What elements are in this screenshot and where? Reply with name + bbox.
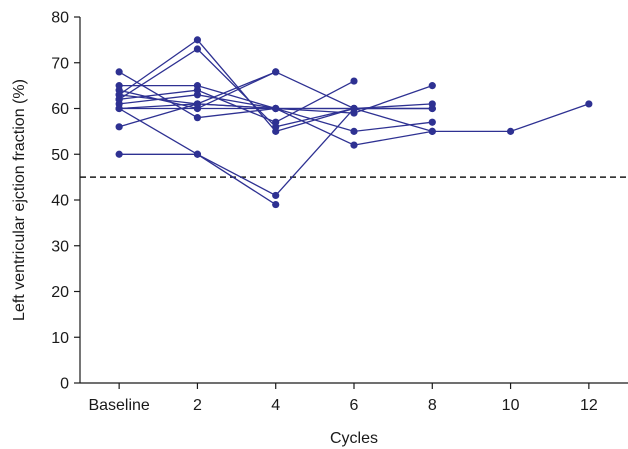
data-point [115,68,123,76]
data-point [272,191,280,200]
data-point [193,100,202,108]
y-tick-label: 0 [60,376,69,393]
data-point [193,150,202,158]
x-tick-label: 2 [193,397,202,414]
data-point [350,104,358,113]
data-point [350,127,358,135]
y-tick-label: 40 [51,193,69,210]
x-tick-label: Baseline [88,397,149,414]
y-axis-ticks: 0 10 20 30 40 50 60 70 80 [51,10,80,393]
series-line [118,107,355,197]
data-point [193,45,202,53]
x-tick-label: 12 [580,397,598,414]
data-point [272,200,280,209]
y-tick-label: 80 [51,10,69,27]
x-tick-label: 10 [502,397,520,414]
y-tick-label: 60 [51,101,69,118]
series-line [118,48,433,128]
series-group [115,36,593,209]
data-point [115,91,123,99]
data-point [428,104,436,113]
data-point [350,77,358,85]
y-tick-label: 10 [51,330,69,347]
y-axis-title: Left ventricular ejction fraction (%) [11,79,28,321]
data-point [193,36,202,44]
data-point [272,104,280,113]
x-tick-label: 4 [271,397,280,414]
data-point [585,100,593,108]
data-point [428,127,436,135]
y-tick-label: 70 [51,55,69,72]
data-point [428,118,436,126]
y-tick-label: 30 [51,238,69,255]
x-tick-label: 6 [350,397,359,414]
data-point [115,123,123,131]
data-point [428,82,436,90]
x-tick-label: 8 [428,397,437,414]
y-tick-label: 20 [51,284,69,301]
data-point [506,127,515,135]
data-point [193,114,202,122]
data-point [115,150,123,158]
data-point [272,68,280,76]
data-point [115,104,123,113]
data-point [193,91,202,99]
data-point [350,141,358,149]
x-axis-title: Cycles [330,430,378,447]
x-axis-ticks: Baseline 2 4 6 8 10 12 [88,383,598,414]
data-point [272,118,280,126]
y-tick-label: 50 [51,147,69,164]
series-line [119,153,277,206]
